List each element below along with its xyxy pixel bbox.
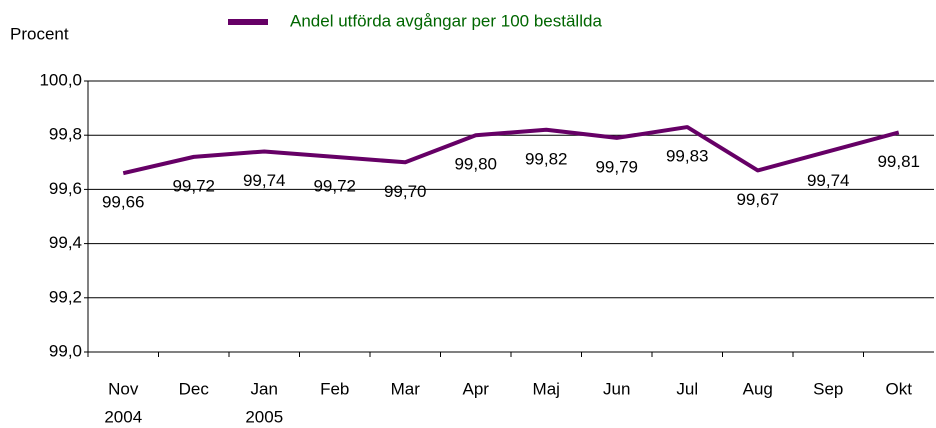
data-label: 99,70	[384, 182, 427, 201]
data-label: 99,82	[525, 149, 568, 168]
x-tick-label: Feb	[320, 379, 349, 398]
x-tick-label: Nov	[108, 379, 139, 398]
data-label: 99,67	[736, 190, 779, 209]
x-tick-label: Maj	[533, 379, 560, 398]
data-label: 99,72	[172, 176, 215, 195]
data-label: 99,66	[102, 193, 145, 212]
x-tick-label: Jan	[251, 379, 278, 398]
y-tick-label: 99,0	[49, 341, 82, 360]
x-tick-label: Apr	[463, 379, 490, 398]
series-line	[122, 125, 900, 176]
data-label: 99,80	[454, 155, 497, 174]
x-tick-sublabel: 2004	[104, 407, 142, 426]
x-tick-label: Jun	[603, 379, 630, 398]
x-tick-label: Dec	[179, 379, 210, 398]
data-label: 99,72	[313, 176, 356, 195]
legend-label: Andel utförda avgångar per 100 beställda	[290, 11, 602, 30]
x-tick-label: Jul	[676, 379, 698, 398]
data-label: 99,83	[666, 147, 709, 166]
y-tick-label: 100,0	[39, 70, 82, 89]
y-tick-label: 99,2	[49, 287, 82, 306]
y-tick-label: 99,4	[49, 233, 82, 252]
y-axis-label: Procent	[10, 24, 69, 43]
x-tick-label: Okt	[886, 379, 913, 398]
x-tick-sublabel: 2005	[245, 407, 283, 426]
x-tick-label: Aug	[743, 379, 773, 398]
data-label: 99,74	[243, 171, 286, 190]
data-label: 99,79	[595, 157, 638, 176]
x-tick-label: Sep	[813, 379, 843, 398]
data-label: 99,81	[877, 152, 920, 171]
y-tick-label: 99,6	[49, 179, 82, 198]
data-label: 99,74	[807, 171, 850, 190]
y-tick-label: 99,8	[49, 125, 82, 144]
x-tick-label: Mar	[391, 379, 421, 398]
